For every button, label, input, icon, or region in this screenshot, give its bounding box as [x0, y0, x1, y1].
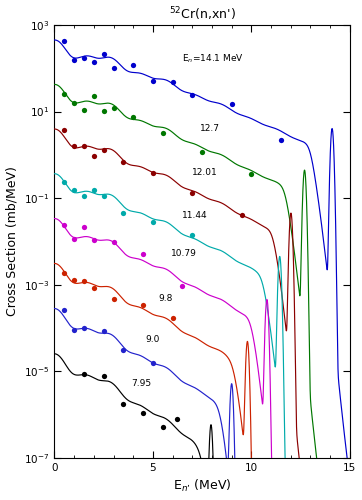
Title: $^{52}$Cr(n,xn'): $^{52}$Cr(n,xn') — [169, 6, 236, 23]
Text: 12.01: 12.01 — [192, 168, 218, 177]
X-axis label: E$_{n’}$ (MeV): E$_{n’}$ (MeV) — [173, 478, 231, 494]
Text: 7.95: 7.95 — [131, 379, 151, 388]
Text: 10.79: 10.79 — [171, 248, 197, 258]
Text: 11.44: 11.44 — [182, 211, 208, 220]
Text: 9.8: 9.8 — [159, 294, 173, 302]
Text: E$_n$=14.1 MeV: E$_n$=14.1 MeV — [182, 52, 244, 65]
Y-axis label: Cross Section (mb/MeV): Cross Section (mb/MeV) — [5, 166, 18, 316]
Text: 9.0: 9.0 — [145, 335, 159, 344]
Text: 12.7: 12.7 — [200, 124, 220, 132]
